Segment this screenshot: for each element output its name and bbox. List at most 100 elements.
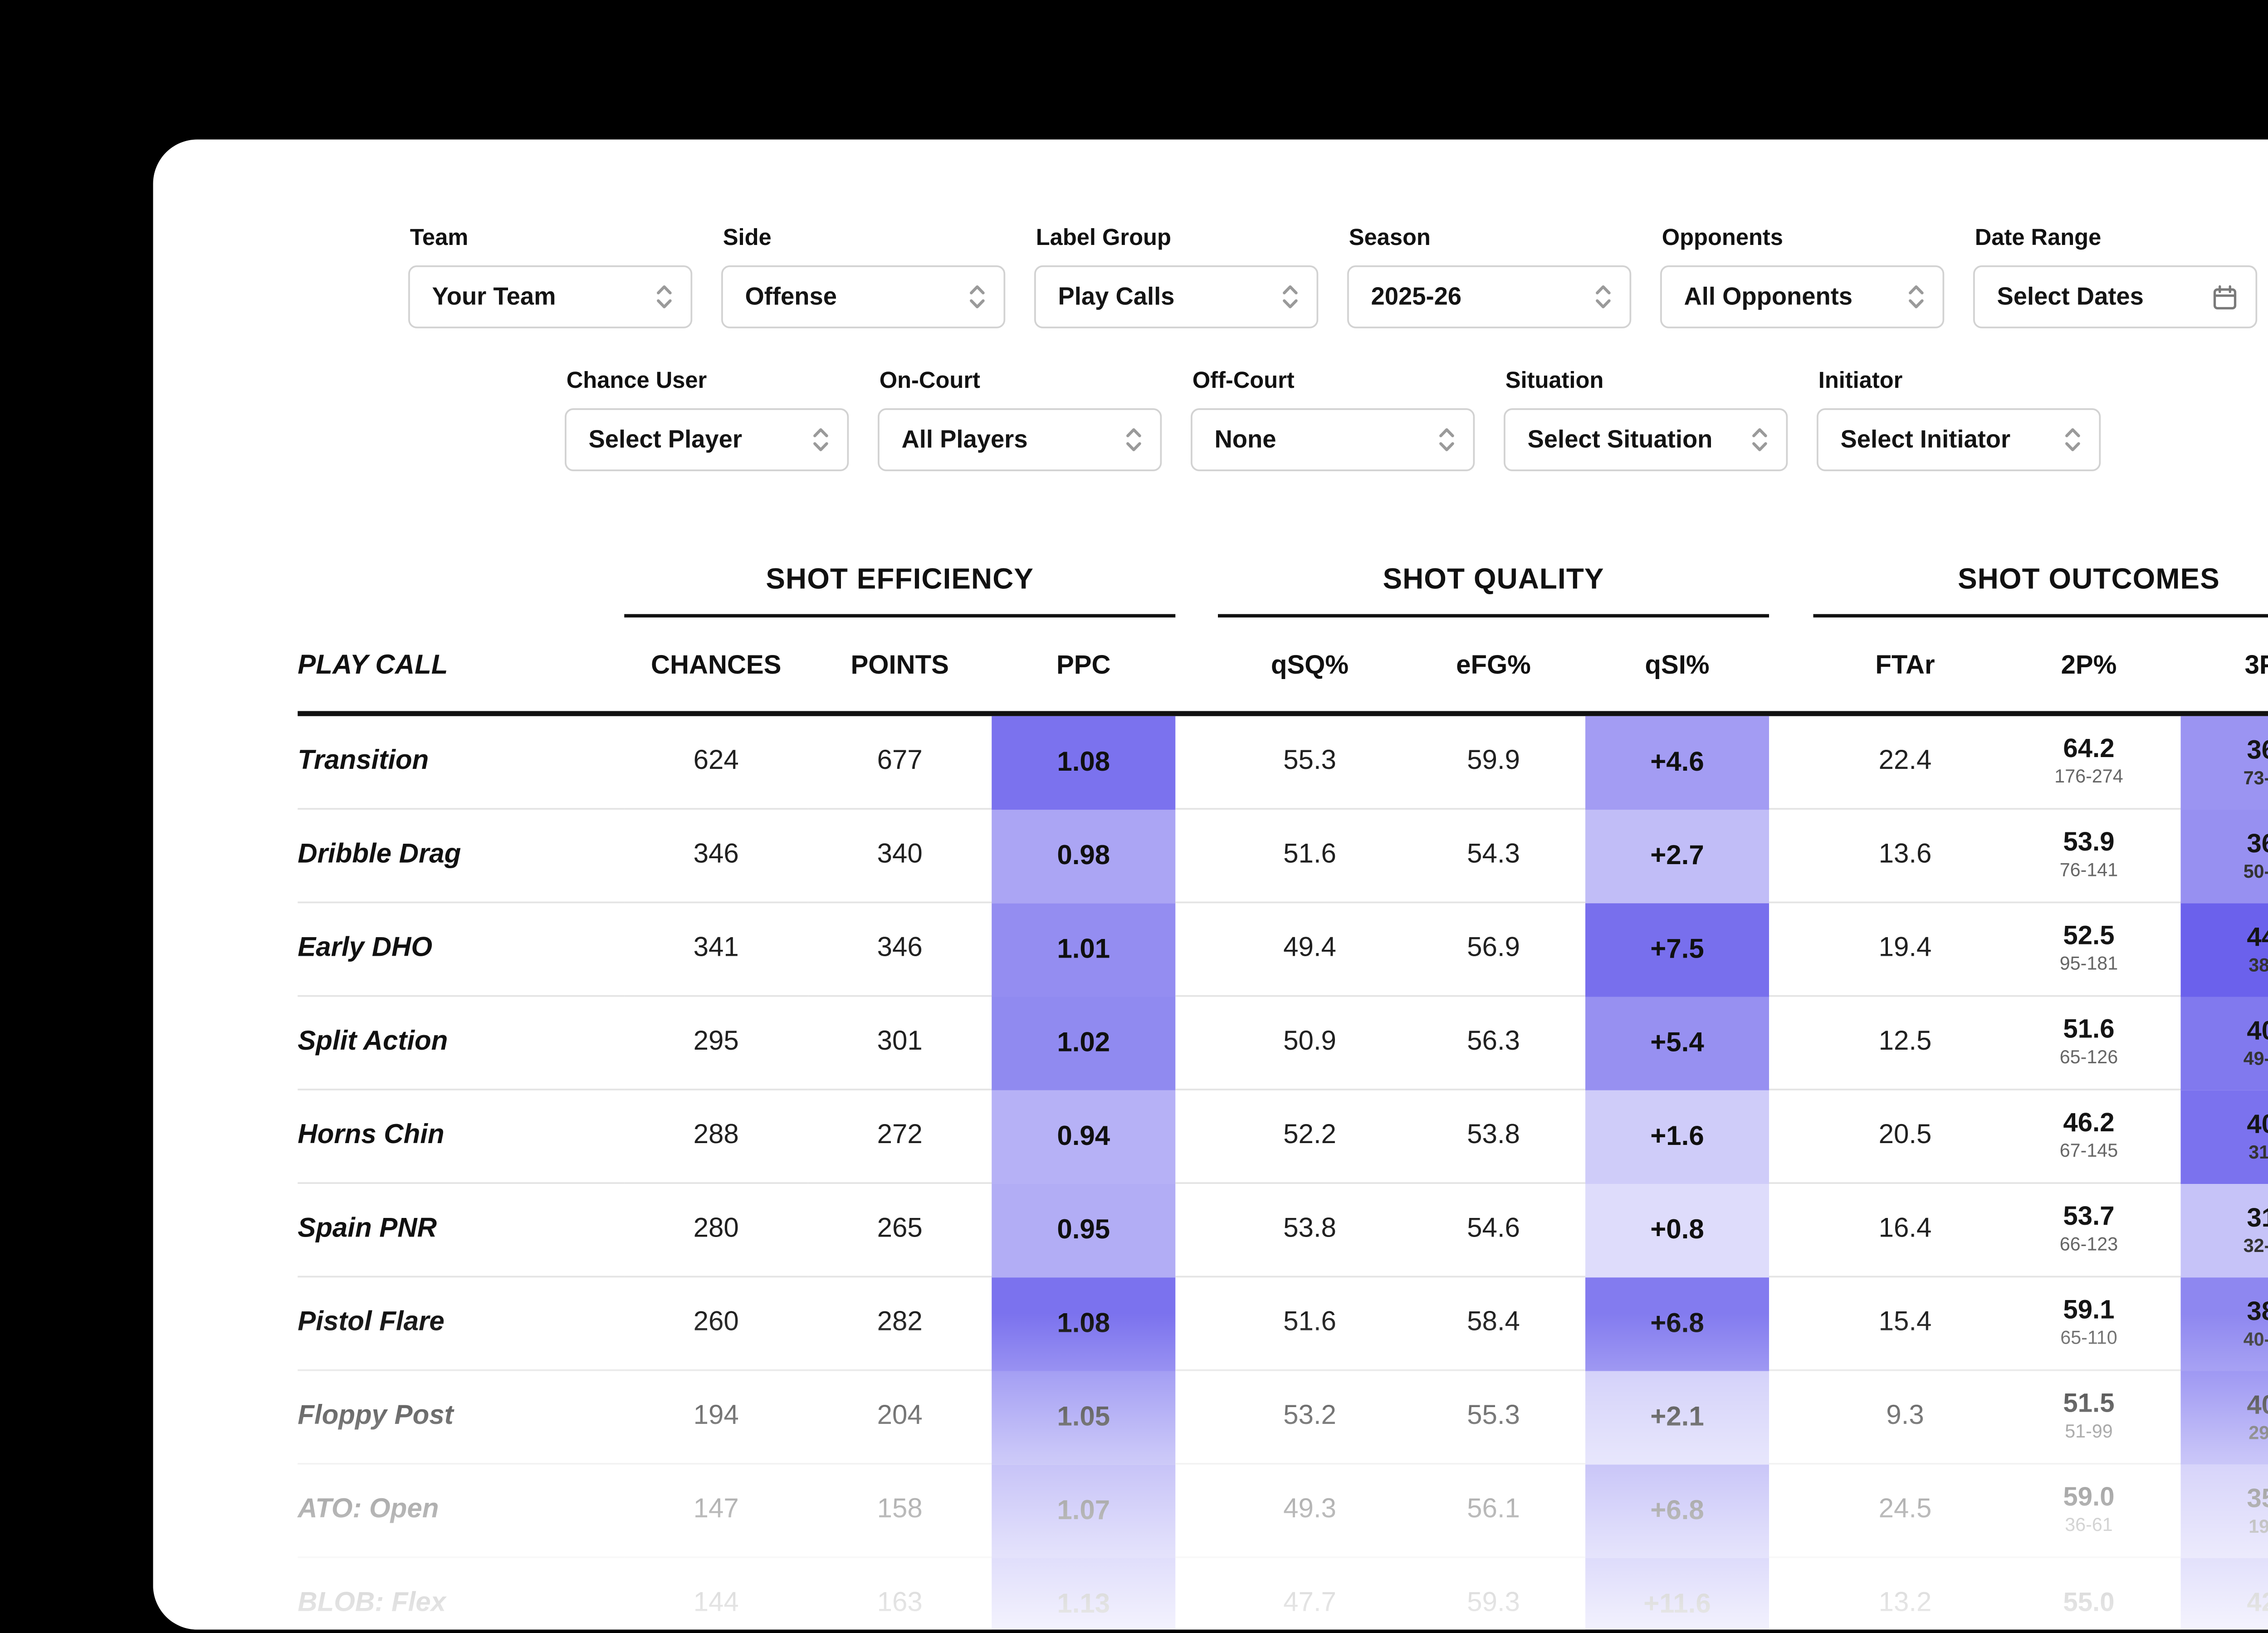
chances-value: 260 <box>624 1277 808 1371</box>
qsq-value: 52.2 <box>1218 1090 1402 1184</box>
qsi-value: +2.7 <box>1585 810 1769 904</box>
filter: Label Group Play Calls <box>1034 225 1319 328</box>
filter-dropdown-off-court[interactable]: None <box>1191 408 1475 471</box>
filter-dropdown-initiator[interactable]: Select Initiator <box>1817 408 2101 471</box>
filter-dropdown-chance-user[interactable]: Select Player <box>565 408 849 471</box>
2p-value: 53.7 66-123 <box>1997 1184 2181 1278</box>
column-gap <box>1769 1277 1813 1371</box>
chances-value: 144 <box>624 1558 808 1630</box>
2p-makes-attempts: 66-123 <box>2059 1235 2118 1256</box>
table-row[interactable]: Dribble Drag 346 340 0.98 51.6 54.3 +2.7… <box>298 810 2268 904</box>
column-header-ppc[interactable]: PPC <box>1056 650 1111 680</box>
table-row[interactable]: Split Action 295 301 1.02 50.9 56.3 +5.4… <box>298 997 2268 1090</box>
points-value: 346 <box>808 903 992 997</box>
2p-makes-attempts: 65-126 <box>2059 1048 2118 1069</box>
column-header-2p[interactable]: 2P% <box>2061 650 2117 680</box>
play-call-name: ATO: Open <box>298 1465 625 1558</box>
filter-selected-value: All Players <box>901 426 1028 454</box>
qsi-value: +2.1 <box>1585 1371 1769 1465</box>
ppc-value: 1.05 <box>992 1371 1176 1465</box>
select-chevron-icon <box>813 428 828 451</box>
column-header-ftar[interactable]: FTAr <box>1875 650 1935 680</box>
column-gap <box>1175 716 1218 810</box>
qsq-value: 51.6 <box>1218 810 1402 904</box>
chances-value: 624 <box>624 716 808 810</box>
2p-value: 55.0 <box>1997 1558 2181 1630</box>
filter-selected-value: All Opponents <box>1684 283 1853 311</box>
efg-value: 54.6 <box>1402 1184 1585 1278</box>
2p-pct: 53.9 <box>2063 829 2115 858</box>
filter: On-Court All Players <box>878 367 1162 471</box>
ftar-value: 9.3 <box>1813 1371 1997 1465</box>
qsq-value: 47.7 <box>1218 1558 1402 1630</box>
column-gap <box>1175 1465 1218 1558</box>
column-header-play-call[interactable]: PLAY CALL <box>298 650 448 680</box>
ftar-value: 19.4 <box>1813 903 1997 997</box>
filter-dropdown-season[interactable]: 2025-26 <box>1347 265 1632 328</box>
ftar-value: 13.2 <box>1813 1558 1997 1630</box>
ppc-value: 1.08 <box>992 716 1176 810</box>
table-row[interactable]: Spain PNR 280 265 0.95 53.8 54.6 +0.8 16… <box>298 1184 2268 1278</box>
2p-makes-attempts: 65-110 <box>2060 1329 2117 1349</box>
column-header-efg[interactable]: eFG% <box>1456 650 1531 680</box>
filter-dropdown-opponents[interactable]: All Opponents <box>1660 265 1945 328</box>
qsq-value: 49.3 <box>1218 1465 1402 1558</box>
column-gap <box>1175 810 1218 904</box>
filter-label: Season <box>1349 225 1431 250</box>
play-call-name: Early DHO <box>298 903 625 997</box>
3p-makes-attempts: 31-76 <box>2248 1142 2268 1163</box>
3p-pct: 40.8 <box>2247 1110 2268 1139</box>
play-call-name: Dribble Drag <box>298 810 625 904</box>
table-row[interactable]: Horns Chin 288 272 0.94 52.2 53.8 +1.6 2… <box>298 1090 2268 1184</box>
filter-bar-secondary: Chance User Select Player On-Court All P… <box>565 367 2101 471</box>
play-call-name: Horns Chin <box>298 1090 625 1184</box>
table-row[interactable]: Early DHO 341 346 1.01 49.4 56.9 +7.5 19… <box>298 903 2268 997</box>
column-header-qsq[interactable]: qSQ% <box>1271 650 1349 680</box>
filter-label: Opponents <box>1662 225 1783 250</box>
qsi-value: +5.4 <box>1585 997 1769 1090</box>
filter-label: Off-Court <box>1192 367 1295 393</box>
table-row[interactable]: BLOB: Flex 144 163 1.13 47.7 59.3 +11.6 … <box>298 1558 2268 1630</box>
2p-value: 59.1 65-110 <box>1997 1277 2181 1371</box>
filter-selected-value: Select Dates <box>1997 283 2144 311</box>
filter-label: Side <box>723 225 772 250</box>
filter-dropdown-date-range[interactable]: Select Dates <box>1973 265 2258 328</box>
table-row[interactable]: Pistol Flare 260 282 1.08 51.6 58.4 +6.8… <box>298 1277 2268 1371</box>
points-value: 677 <box>808 716 992 810</box>
column-header-points[interactable]: POINTS <box>850 650 949 680</box>
filter-selected-value: 2025-26 <box>1371 283 1462 311</box>
filter-dropdown-situation[interactable]: Select Situation <box>1504 408 1788 471</box>
table-row[interactable]: Floppy Post 194 204 1.05 53.2 55.3 +2.1 … <box>298 1371 2268 1465</box>
table-row[interactable]: Transition 624 677 1.08 55.3 59.9 +4.6 2… <box>298 716 2268 810</box>
3p-pct: 36.5 <box>2247 830 2268 859</box>
2p-pct: 51.6 <box>2063 1016 2115 1045</box>
3p-pct: 36.1 <box>2247 736 2268 765</box>
2p-value: 64.2 176-274 <box>1997 716 2181 810</box>
filter-dropdown-team[interactable]: Your Team <box>408 265 693 328</box>
chances-value: 341 <box>624 903 808 997</box>
ftar-value: 24.5 <box>1813 1465 1997 1558</box>
ppc-value: 1.07 <box>992 1464 1176 1558</box>
qsq-value: 53.2 <box>1218 1371 1402 1465</box>
filter-label: Chance User <box>566 367 707 393</box>
ppc-value: 0.94 <box>992 1090 1176 1184</box>
column-header-3p[interactable]: 3P% <box>2244 650 2268 680</box>
filter-label: Date Range <box>1975 225 2102 250</box>
filter: Date Range Select Dates <box>1973 225 2258 328</box>
column-gap <box>1769 997 1813 1090</box>
efg-value: 59.3 <box>1402 1558 1585 1630</box>
table-body: Transition 624 677 1.08 55.3 59.9 +4.6 2… <box>298 716 2268 1630</box>
filter-selected-value: Select Situation <box>1527 426 1713 454</box>
3p-value: 40.8 49-120 <box>2180 997 2268 1090</box>
table-row[interactable]: ATO: Open 147 158 1.07 49.3 56.1 +6.8 24… <box>298 1464 2268 1558</box>
qsq-value: 50.9 <box>1218 997 1402 1090</box>
filter-dropdown-label-group[interactable]: Play Calls <box>1034 265 1319 328</box>
filter-dropdown-side[interactable]: Offense <box>721 265 1006 328</box>
play-call-name: Transition <box>298 716 625 810</box>
column-header-chances[interactable]: CHANCES <box>651 650 782 680</box>
column-header-qsi[interactable]: qSI% <box>1645 650 1710 680</box>
3p-makes-attempts: 19-54 <box>2248 1516 2268 1537</box>
qsi-value: +6.8 <box>1585 1464 1769 1558</box>
filter-dropdown-on-court[interactable]: All Players <box>878 408 1162 471</box>
